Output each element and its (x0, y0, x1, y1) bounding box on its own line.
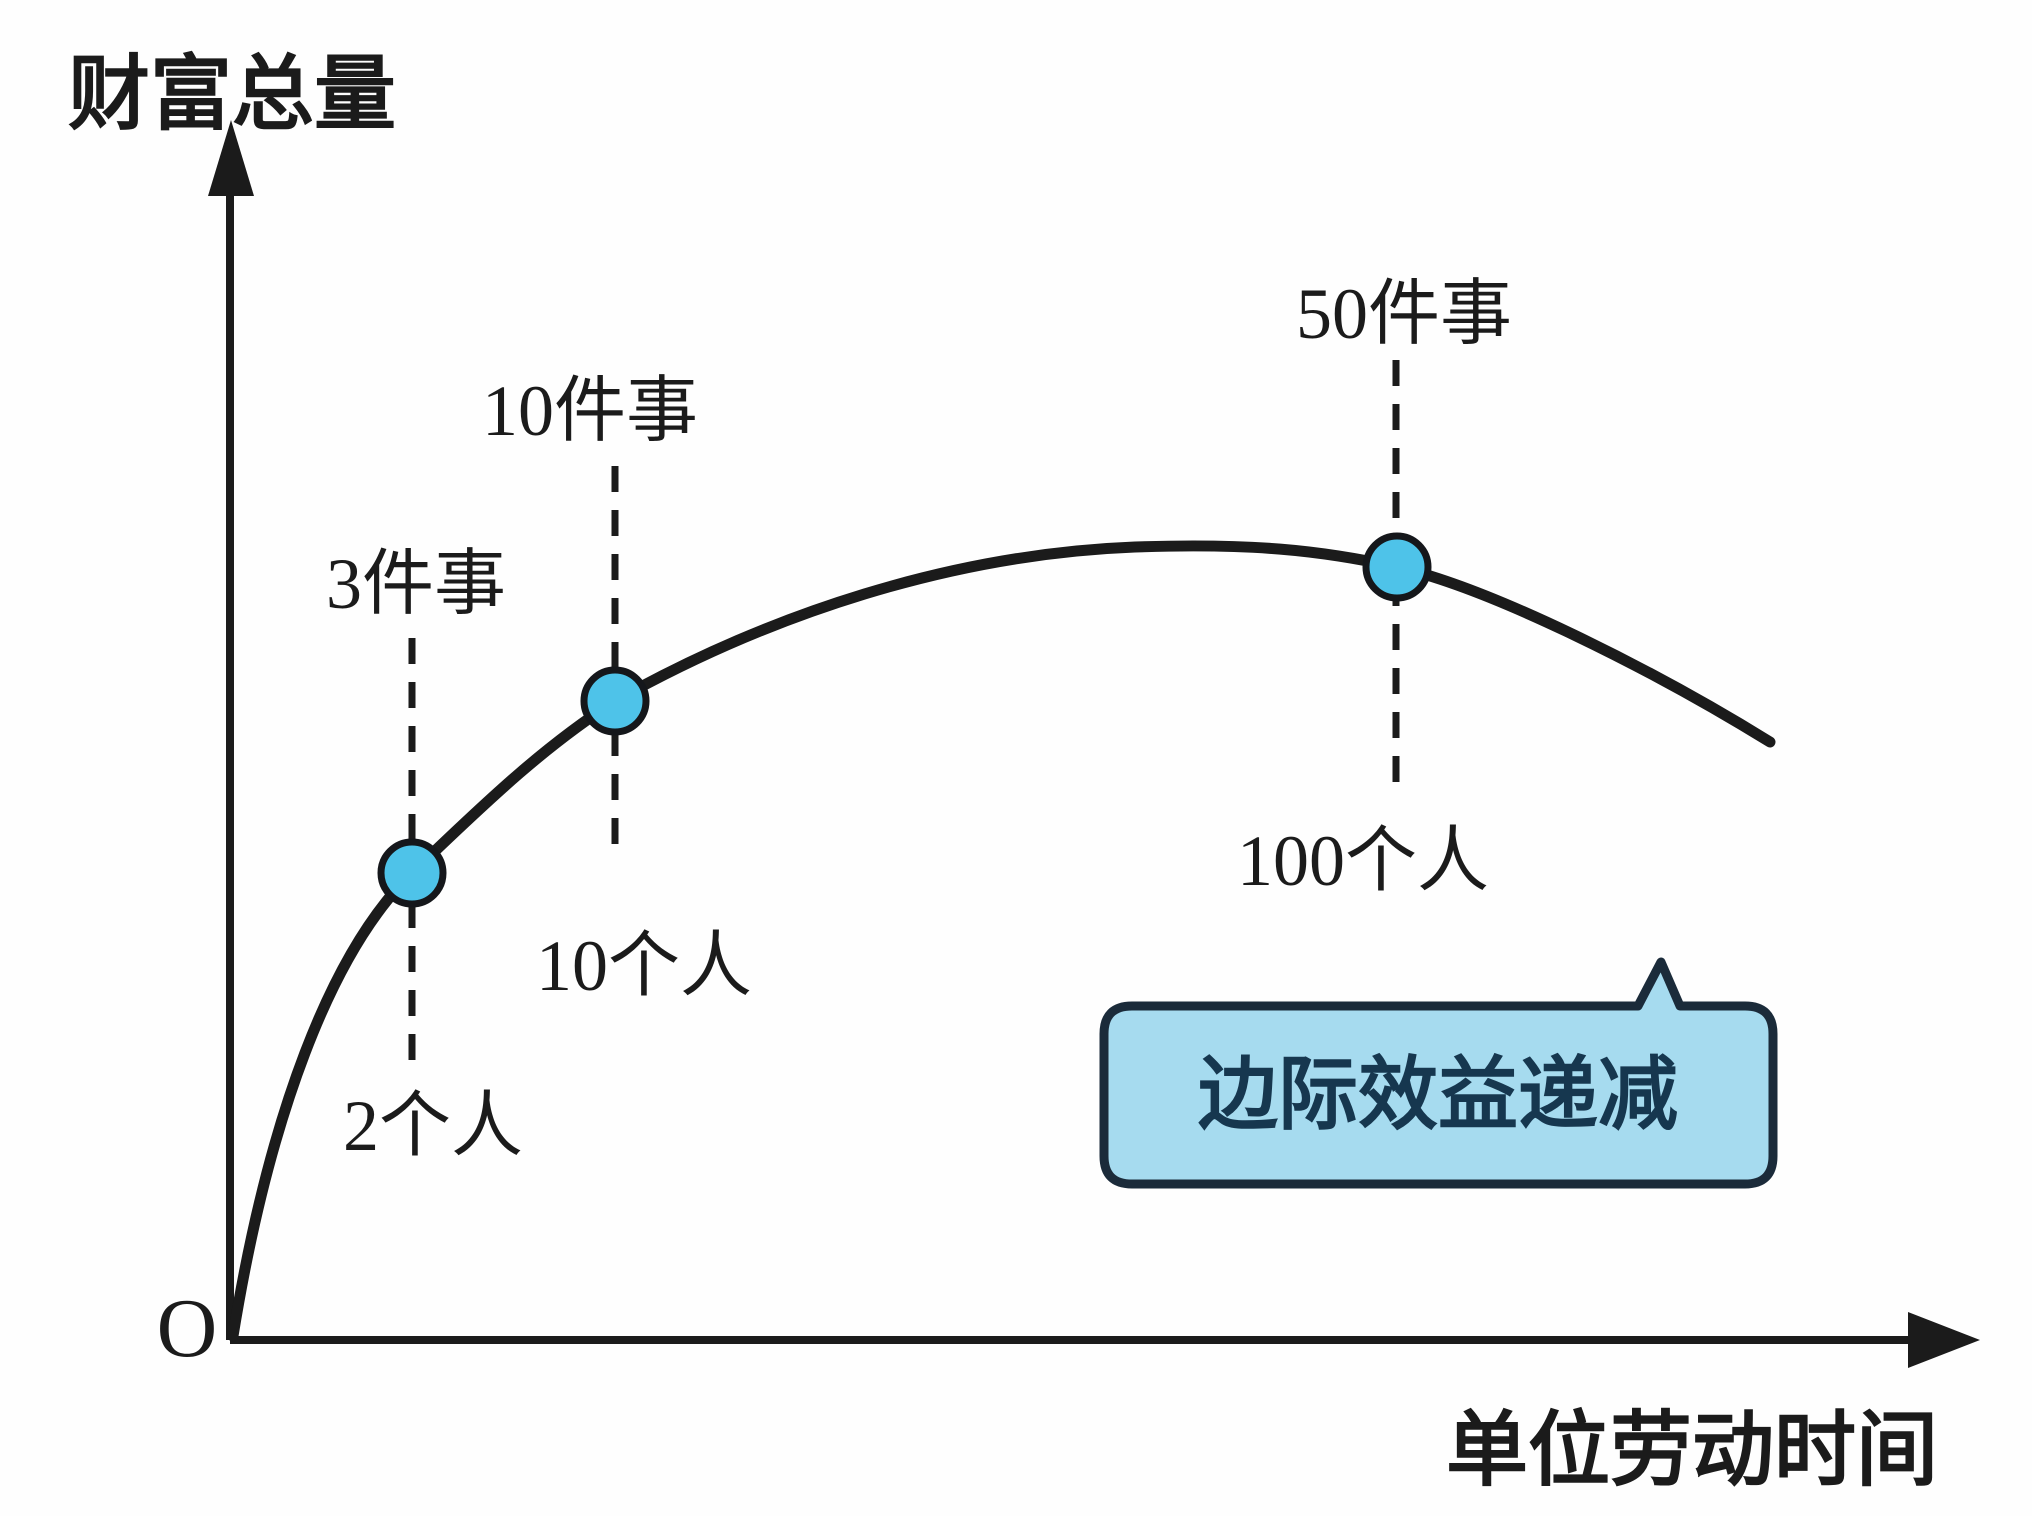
origin-label: O (157, 1282, 218, 1375)
label-things-point-1: 3件事 (326, 544, 506, 624)
data-point-1 (377, 838, 447, 908)
dashed-guides (408, 360, 1400, 1072)
label-things-point-2: 10件事 (482, 371, 698, 451)
wealth-curve (227, 540, 1776, 1342)
label-people-point-3: 100个人 (1237, 821, 1489, 901)
y-axis-arrowhead-icon (208, 120, 254, 196)
data-point-3 (1362, 532, 1432, 602)
data-point-2 (580, 666, 650, 736)
x-axis-title: 单位劳动时间 (1446, 1405, 1938, 1496)
label-people-point-2: 10个人 (536, 926, 752, 1006)
data-points (377, 532, 1432, 908)
callout-bubble (1099, 957, 1778, 1189)
callout-text: 边际效益递减 (1198, 1052, 1678, 1140)
label-things-point-3: 50件事 (1296, 274, 1512, 354)
x-axis-arrowhead-icon (1908, 1312, 1980, 1368)
y-axis-title: 财富总量 (68, 49, 396, 140)
label-people-point-1: 2个人 (343, 1086, 523, 1166)
axes (226, 185, 1922, 1344)
